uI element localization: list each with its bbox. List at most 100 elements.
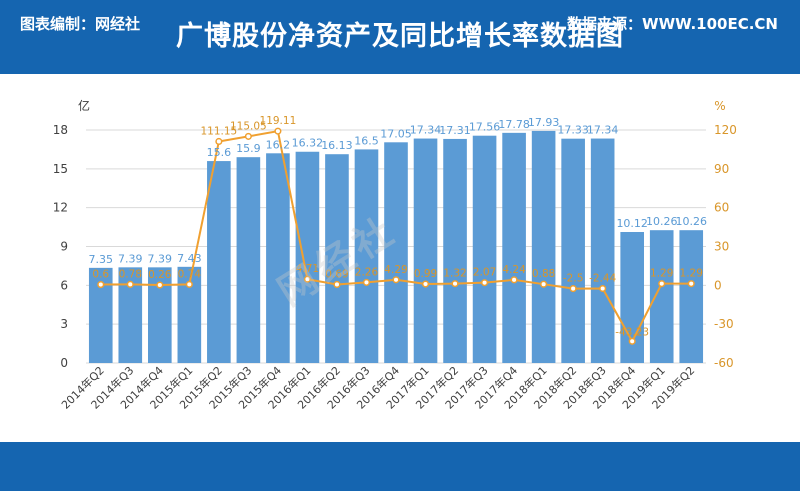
- bar-value-label: 17.05: [380, 127, 412, 140]
- y-left-tick-label: 0: [60, 356, 68, 370]
- bar: [295, 151, 320, 363]
- bar-value-label: 16.32: [292, 137, 324, 150]
- growth-point: [215, 137, 223, 146]
- bar-value-label: 17.78: [498, 118, 530, 131]
- growth-value-label: 0.88: [532, 268, 555, 280]
- growth-value-label: 4.24: [502, 264, 526, 276]
- bar: [148, 267, 172, 363]
- bar: [472, 135, 497, 363]
- y-left-tick-label: 3: [60, 317, 68, 331]
- growth-point: [658, 280, 666, 288]
- bar: [531, 130, 556, 363]
- bar-value-label: 10.26: [646, 215, 678, 228]
- growth-value-label: 4.71: [296, 263, 319, 275]
- y-right-unit: %: [714, 99, 725, 113]
- growth-point: [599, 284, 607, 293]
- bar: [502, 132, 526, 363]
- bar-value-label: 17.56: [469, 121, 501, 134]
- bar: [88, 267, 113, 363]
- bar-value-label: 17.33: [557, 124, 589, 137]
- y-left-tick-label: 18: [53, 123, 68, 137]
- title-bar: [0, 0, 800, 74]
- growth-point: [274, 127, 282, 135]
- growth-value-label: -43.23: [615, 326, 649, 338]
- growth-value-label: 1.29: [650, 268, 673, 280]
- growth-value-label: 115.05: [230, 120, 267, 132]
- growth-point: [451, 280, 459, 288]
- y-right-tick-label: -60: [714, 356, 734, 370]
- bar-value-label: 17.34: [410, 124, 442, 137]
- growth-point: [569, 285, 577, 293]
- growth-point: [185, 280, 193, 288]
- bar: [118, 267, 143, 363]
- bar-value-label: 10.12: [616, 217, 648, 230]
- bar: [177, 266, 202, 363]
- y-left-tick-label: 9: [60, 240, 68, 254]
- y-left-unit: 亿: [78, 98, 90, 113]
- y-right-tick-label: 120: [714, 123, 737, 137]
- bar-value-label: 16.5: [354, 134, 379, 147]
- y-right-tick-label: 60: [714, 201, 729, 215]
- bar: [325, 154, 349, 363]
- bar: [384, 142, 408, 363]
- growth-point: [303, 275, 311, 283]
- growth-value-label: 2.07: [473, 267, 496, 279]
- bar-value-label: 17.31: [439, 124, 471, 137]
- bar: [679, 230, 704, 363]
- growth-value-label: 1.32: [443, 268, 466, 280]
- bar-value-label: 16.13: [321, 139, 353, 152]
- growth-point: [687, 280, 695, 288]
- growth-point: [481, 279, 489, 287]
- growth-point: [540, 280, 548, 288]
- growth-value-label: 0.78: [119, 268, 142, 280]
- bar-value-label: 7.43: [177, 252, 202, 265]
- y-right-tick-label: 90: [714, 162, 729, 176]
- bar: [413, 138, 438, 363]
- growth-point: [333, 280, 341, 288]
- growth-point: [510, 276, 518, 284]
- bar-value-label: 7.39: [118, 252, 143, 265]
- y-right-tick-label: 0: [714, 278, 722, 292]
- bar-value-label: 10.26: [675, 215, 707, 228]
- bar: [207, 161, 231, 363]
- chart-area: 0 3 6 9 12 15 18 -60 -30 0 30 60 90 120 亿 % 7.35 7.39 7.39…: [53, 98, 737, 412]
- bar-value-label: 7.35: [89, 253, 114, 266]
- y-left-tick-label: 12: [53, 201, 68, 215]
- growth-value-label: 0.74: [178, 268, 202, 280]
- bar-value-label: 17.34: [587, 124, 619, 137]
- y-left-tick-label: 6: [60, 278, 68, 292]
- bar: [443, 138, 467, 363]
- growth-point: [628, 337, 636, 345]
- growth-value-label: 119.11: [260, 115, 297, 127]
- bar: [561, 138, 585, 363]
- footer-data-source: 数据来源：WWW.100EC.CN: [567, 15, 778, 33]
- y-left-tick-label: 15: [53, 162, 68, 176]
- growth-value-label: 111.15: [200, 125, 237, 137]
- growth-value-label: -2.44: [589, 272, 616, 284]
- growth-point: [97, 281, 105, 289]
- growth-value-label: 1.29: [680, 268, 703, 280]
- bar: [236, 157, 261, 363]
- footer-credit: 图表编制：网经社: [20, 15, 141, 33]
- growth-point: [392, 276, 400, 284]
- bar: [590, 138, 615, 363]
- growth-value-label: 0.26: [148, 269, 172, 281]
- bar-value-label: 17.93: [528, 116, 560, 129]
- growth-value-label: 0.99: [414, 268, 437, 280]
- growth-point: [156, 281, 164, 289]
- chart-title: 广博股份净资产及同比增长率数据图: [176, 21, 624, 52]
- footer-bar: [0, 442, 800, 491]
- bar: [354, 149, 379, 363]
- bar-value-label: 15.6: [207, 146, 232, 159]
- bar: [649, 230, 674, 363]
- growth-value-label: 0.6: [92, 269, 109, 281]
- bar-value-label: 16.2: [266, 138, 291, 151]
- growth-point: [421, 280, 430, 288]
- growth-point: [126, 280, 134, 288]
- growth-value-label: 2.26: [355, 266, 379, 278]
- growth-value-label: 4.29: [384, 264, 407, 276]
- growth-value-label: 0.69: [325, 268, 348, 280]
- growth-point: [244, 132, 252, 140]
- growth-value-label: -2.5: [563, 273, 584, 285]
- y-right-tick-label: -30: [714, 317, 734, 331]
